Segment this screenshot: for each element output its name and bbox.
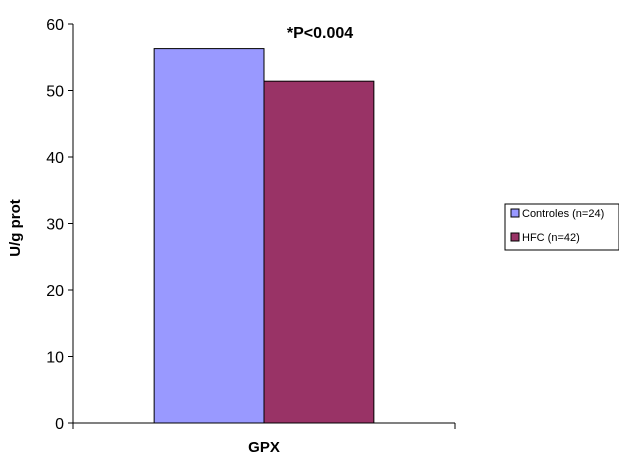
y-tick-label: 20 xyxy=(46,283,64,300)
x-ticks xyxy=(72,423,456,429)
y-axis: 0 10 20 30 40 50 60 xyxy=(46,17,74,433)
bars xyxy=(153,48,375,424)
legend-label-controles: Controles (n=24) xyxy=(522,208,604,220)
significance-annotation: *P<0.004 xyxy=(287,25,353,42)
bar-hfc xyxy=(263,80,375,424)
y-tick-label: 0 xyxy=(55,416,64,433)
y-axis-title: U/g prot xyxy=(7,199,24,257)
x-axis-category-label: GPX xyxy=(248,439,280,456)
y-tick-label: 10 xyxy=(46,350,64,367)
legend-swatch-controles xyxy=(510,208,520,218)
x-axis xyxy=(72,422,456,429)
y-tick-label: 50 xyxy=(46,84,64,101)
bar-controles xyxy=(153,48,265,424)
legend-swatch-hfc xyxy=(510,232,520,242)
y-tick-label: 40 xyxy=(46,150,64,167)
y-tick-label: 30 xyxy=(46,217,64,234)
y-ticks: 0 10 20 30 40 50 60 xyxy=(46,17,73,433)
y-tick-label: 60 xyxy=(46,17,64,34)
legend: Controles (n=24) HFC (n=42) xyxy=(504,203,619,251)
legend-label-hfc: HFC (n=42) xyxy=(522,232,580,244)
legend-box xyxy=(504,203,619,251)
